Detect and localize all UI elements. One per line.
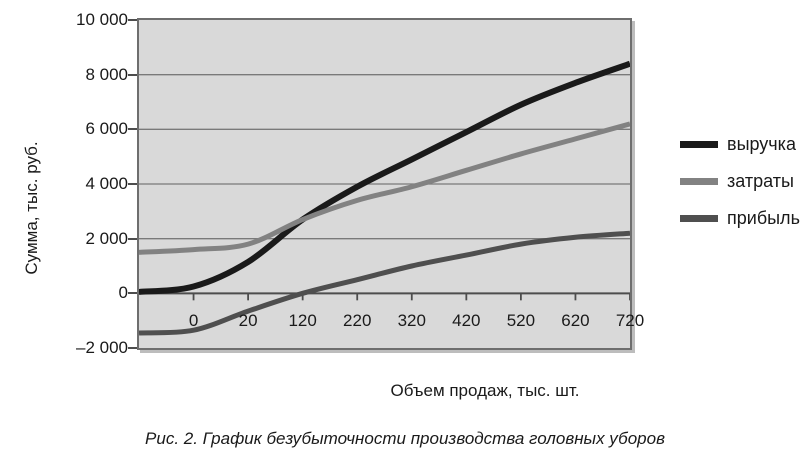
series-line-затраты — [139, 121, 630, 255]
legend-label: выручка — [727, 134, 796, 154]
chart-canvas — [139, 60, 630, 336]
legend-line-swatch — [680, 178, 718, 185]
x-tick-label: 720 — [615, 311, 645, 330]
x-tick-label: 520 — [506, 311, 536, 330]
x-tick-label: 420 — [452, 311, 481, 330]
x-axis-title: Объем продаж, тыс. шт. — [390, 381, 580, 400]
y-axis-tick — [128, 73, 137, 76]
y-tick-label: 10 000 — [76, 10, 128, 29]
series-line-прибыль — [139, 230, 630, 336]
y-tick-label: 2 000 — [85, 228, 128, 248]
y-axis-tick — [128, 19, 137, 21]
legend-line-swatch — [680, 141, 718, 148]
y-tick-label: 0 — [118, 283, 128, 303]
y-axis-tick — [128, 183, 137, 185]
figure-caption: Рис. 2. График безубыточности производст… — [145, 429, 665, 448]
x-tick-label: 620 — [561, 311, 590, 330]
x-tick-label: 20 — [238, 311, 258, 330]
series-line-выручка — [139, 60, 630, 295]
legend-item: выручка — [680, 134, 800, 155]
legend-item: прибыль — [680, 208, 800, 229]
legend-item: затраты — [680, 171, 800, 192]
plot-area — [137, 18, 632, 350]
x-tick-label: 120 — [288, 311, 317, 330]
y-tick-label: 8 000 — [85, 64, 128, 84]
y-tick-label: 4 000 — [85, 174, 128, 193]
y-axis-title: Сумма, тыс. руб. — [22, 141, 41, 275]
x-tick-label: 320 — [397, 311, 426, 330]
legend: выручка затраты прибыль — [680, 134, 800, 245]
y-axis-tick — [128, 237, 137, 240]
legend-label: прибыль — [727, 208, 800, 228]
x-tick-label: 0 — [188, 311, 199, 330]
legend-label: затраты — [727, 171, 794, 191]
y-tick-label: –2 000 — [76, 338, 128, 357]
y-axis-tick — [128, 292, 137, 295]
y-axis-tick — [128, 347, 137, 349]
y-tick-label: 6 000 — [85, 119, 128, 139]
legend-line-swatch — [680, 215, 718, 222]
y-axis-tick — [128, 128, 137, 131]
x-tick-label: 220 — [343, 311, 372, 330]
